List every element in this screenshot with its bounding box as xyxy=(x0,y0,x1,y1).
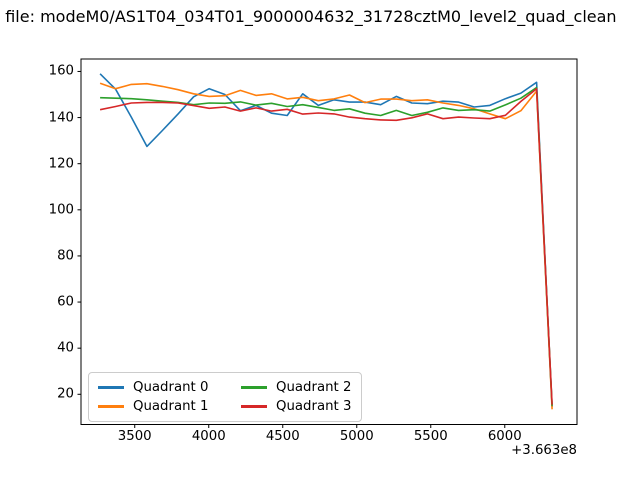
legend-line-sample-quadrant-3 xyxy=(241,405,267,408)
series-line-quadrant-2 xyxy=(100,86,553,406)
legend-entry-quadrant-2: Quadrant 2 xyxy=(241,380,351,395)
y-tick-label: 160 xyxy=(48,63,74,79)
legend-label-quadrant-2: Quadrant 2 xyxy=(276,380,352,395)
legend-label-quadrant-3: Quadrant 3 xyxy=(276,399,352,414)
legend-line-sample-quadrant-2 xyxy=(241,386,267,389)
series-line-quadrant-1 xyxy=(99,82,553,410)
y-tick-label: 140 xyxy=(48,109,74,125)
series-lines xyxy=(99,73,553,410)
y-tick-label: 80 xyxy=(57,248,74,264)
legend-label-quadrant-0: Quadrant 0 xyxy=(133,380,209,395)
y-tick-label: 20 xyxy=(57,386,74,402)
y-tick-label: 60 xyxy=(57,294,74,310)
x-tick-label: 4500 xyxy=(265,429,300,444)
series-line-quadrant-0 xyxy=(99,73,553,408)
legend-line-sample-quadrant-1 xyxy=(98,405,124,408)
legend-line-sample-quadrant-0 xyxy=(98,386,124,389)
x-tick-label: 5500 xyxy=(413,429,448,444)
legend: Quadrant 0 Quadrant 1 Quadrant 2 Quadran… xyxy=(88,372,363,422)
axes-frame xyxy=(80,58,578,425)
y-tick-label: 100 xyxy=(48,202,74,218)
series-line-quadrant-3 xyxy=(99,87,553,405)
legend-entry-quadrant-3: Quadrant 3 xyxy=(241,399,351,414)
x-tick-label: 6000 xyxy=(487,429,522,444)
x-tick-label: 4000 xyxy=(191,429,226,444)
chart-title: n file: modeM0/AS1T04_034T01_9000004632_… xyxy=(0,7,617,26)
legend-entry-quadrant-1: Quadrant 1 xyxy=(98,399,241,414)
axis-ticks xyxy=(77,70,506,428)
y-tick-label: 120 xyxy=(48,156,74,172)
x-axis-offset-label: +3.663e8 xyxy=(511,443,577,458)
y-tick-label: 40 xyxy=(57,340,74,356)
x-tick-label: 5000 xyxy=(339,429,374,444)
legend-entry-quadrant-0: Quadrant 0 xyxy=(98,380,241,395)
legend-label-quadrant-1: Quadrant 1 xyxy=(133,399,209,414)
x-tick-label: 3500 xyxy=(117,429,152,444)
